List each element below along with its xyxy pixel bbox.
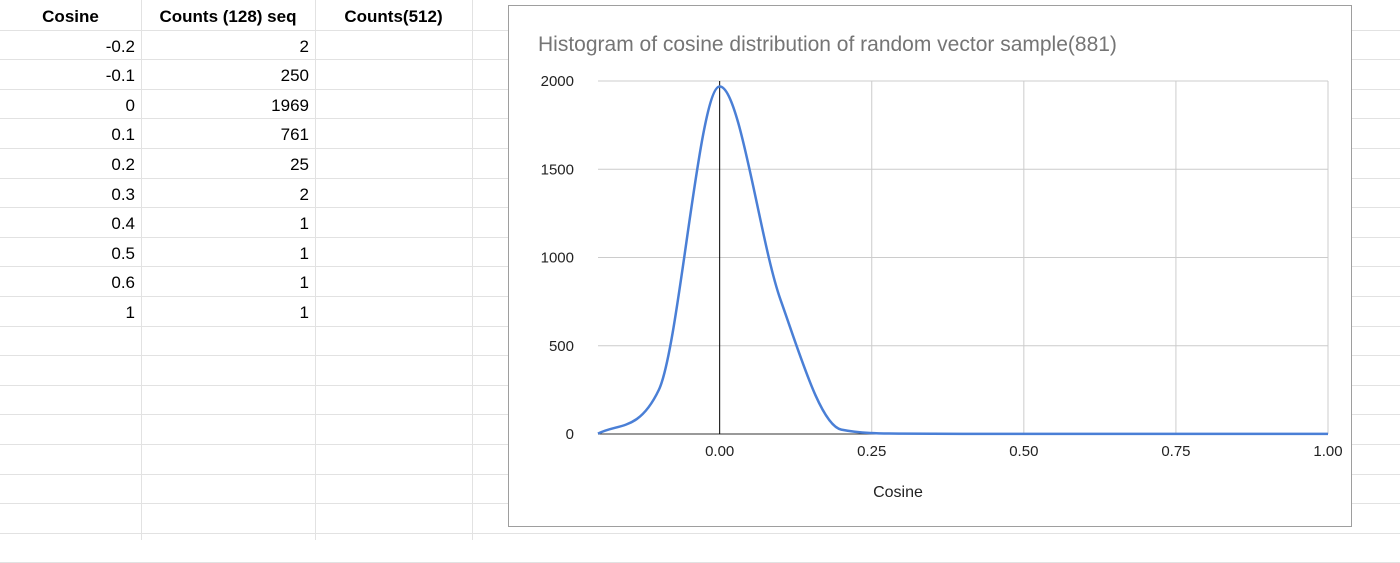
cell-counts-128[interactable]: 1 [299, 303, 309, 322]
cell-counts-128[interactable]: 2 [299, 184, 309, 204]
sheet-row-line [0, 533, 1400, 563]
x-tick-label: 0.50 [1009, 443, 1038, 460]
cell-counts-128[interactable]: 1 [299, 273, 309, 293]
x-tick-label: 0.00 [705, 443, 734, 460]
cell-counts-128[interactable]: 761 [280, 125, 309, 145]
y-tick-label: 1500 [541, 161, 574, 178]
x-tick-label: 1.00 [1313, 443, 1342, 460]
y-tick-label: 0 [566, 426, 574, 443]
series-line [597, 85, 1328, 436]
cell-cosine[interactable]: 0.5 [111, 243, 135, 263]
column-divider [472, 0, 473, 540]
cell-cosine[interactable]: 0.3 [111, 184, 135, 204]
column-divider [315, 0, 316, 540]
cell-counts-128[interactable]: 25 [290, 155, 309, 174]
y-tick-label: 1000 [541, 250, 574, 267]
y-tick-label: 500 [549, 338, 574, 355]
cell-cosine[interactable]: 0 [125, 95, 135, 115]
x-tick-label: 0.25 [857, 443, 886, 460]
cell-counts-128[interactable]: 1969 [271, 95, 309, 115]
cell-cosine[interactable]: 0.1 [111, 125, 135, 145]
column-divider [141, 0, 142, 540]
cell-counts-128[interactable]: 2 [299, 36, 309, 56]
cell-cosine[interactable]: 0.2 [111, 155, 135, 174]
chart-title: Histogram of cosine distribution of rand… [538, 33, 1117, 56]
histogram-chart: Histogram of cosine distribution of rand… [538, 33, 1343, 501]
cell-counts-128[interactable]: 1 [299, 243, 309, 263]
y-tick-label: 2000 [541, 73, 574, 90]
cell-cosine[interactable]: -0.1 [105, 66, 135, 86]
column-header[interactable]: Counts(512) [344, 7, 443, 26]
column-header[interactable]: Cosine [42, 7, 99, 26]
cell-counts-128[interactable]: 250 [280, 66, 309, 86]
cell-cosine[interactable]: 1 [125, 303, 135, 322]
sheet-row-line [0, 503, 1400, 534]
chart-container[interactable] [508, 5, 1352, 527]
column-header[interactable]: Counts (128) seq [159, 7, 297, 26]
cell-counts-128[interactable]: 1 [299, 214, 309, 234]
x-tick-label: 0.75 [1161, 443, 1190, 460]
cell-cosine[interactable]: -0.2 [105, 36, 135, 56]
cell-cosine[interactable]: 0.6 [111, 273, 135, 293]
cell-cosine[interactable]: 0.4 [111, 214, 135, 234]
x-axis-label: Cosine [873, 484, 923, 501]
